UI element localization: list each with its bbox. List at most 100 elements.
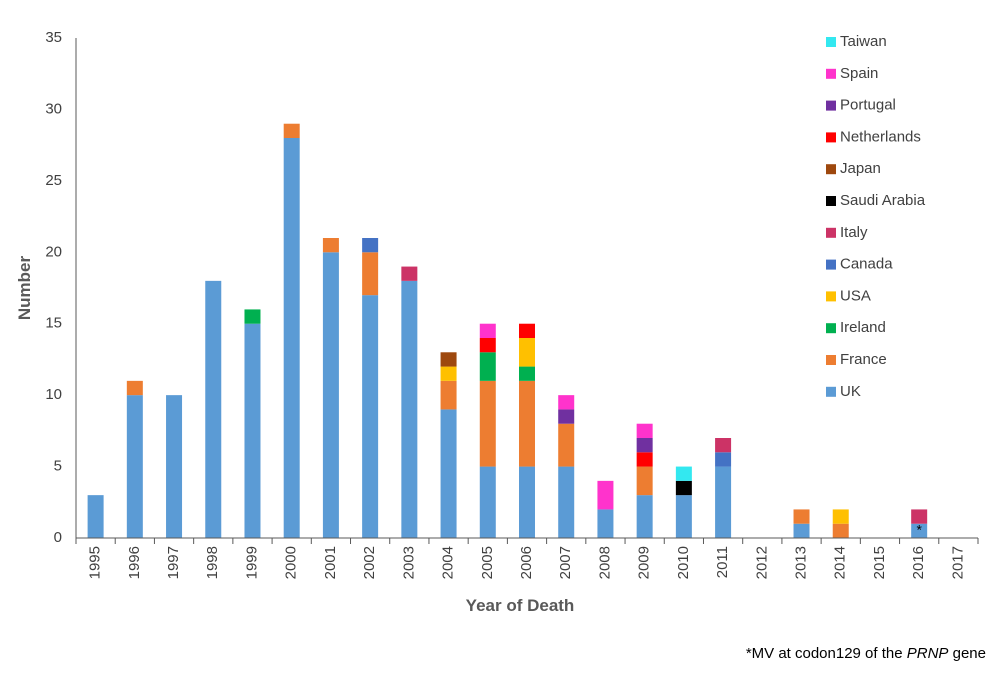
legend-label: Italy xyxy=(840,224,868,241)
bar-uk-2010 xyxy=(675,495,692,538)
x-tick-label-2005: 2005 xyxy=(479,546,496,579)
bar-spain-2009 xyxy=(636,423,653,438)
x-tick-labels: 1995 1996 1997 1998 1999 2000 2001 2002 2003 2004… xyxy=(87,546,967,579)
bar-spain-2008 xyxy=(597,480,614,510)
y-axis-title: Number xyxy=(15,256,34,321)
y-tick-labels: 0 5 10 15 20 25 30 35 xyxy=(45,29,62,546)
bar-uk-2001 xyxy=(322,252,339,539)
x-tick-label-1996: 1996 xyxy=(126,546,143,579)
legend-swatch xyxy=(826,259,836,270)
bar-ireland-1999 xyxy=(244,309,261,324)
bar-uk-2016 xyxy=(911,523,928,538)
legend-item-usa: USA xyxy=(826,287,871,304)
y-tick-label-30: 30 xyxy=(45,100,62,117)
legend-label: Portugal xyxy=(840,97,896,114)
legend-label: UK xyxy=(840,383,861,400)
bar-uk-2011 xyxy=(715,466,732,538)
x-tick-label-2004: 2004 xyxy=(440,546,457,579)
bars-group xyxy=(87,123,928,539)
x-tick-label-2008: 2008 xyxy=(596,546,613,579)
legend-label: Taiwan xyxy=(840,33,887,50)
bar-portugal-2007 xyxy=(558,409,575,424)
bar-uk-2007 xyxy=(558,466,575,538)
x-tick-label-2015: 2015 xyxy=(871,546,888,579)
footnote-suffix: gene xyxy=(948,645,986,662)
bar-france-2006 xyxy=(519,380,535,467)
bar-saudi-arabia-2010 xyxy=(675,480,692,496)
bar-france-2002 xyxy=(362,252,379,296)
bar-france-1996 xyxy=(126,380,143,396)
y-tick-label-25: 25 xyxy=(45,172,62,189)
bar-uk-2002 xyxy=(362,295,379,538)
legend-swatch xyxy=(826,37,836,47)
legend-swatch xyxy=(826,386,836,397)
legend-swatch xyxy=(826,164,836,175)
legend-swatch xyxy=(826,291,836,302)
x-tick-label-1998: 1998 xyxy=(204,546,221,579)
bar-uk-1996 xyxy=(126,395,143,538)
bar-usa-2004 xyxy=(440,366,457,381)
x-tick-label-2006: 2006 xyxy=(518,546,535,579)
x-tick-label-2000: 2000 xyxy=(283,546,300,579)
bar-france-2005 xyxy=(479,380,496,467)
y-tick-label-5: 5 xyxy=(54,458,62,475)
legend-label: France xyxy=(840,351,887,368)
bar-ireland-2006 xyxy=(519,366,535,381)
bar-italy-2011 xyxy=(715,438,732,453)
annotation-asterisk: * xyxy=(916,522,922,538)
bar-italy-2016 xyxy=(911,509,928,524)
bar-france-2007 xyxy=(558,423,575,467)
bar-italy-2003 xyxy=(401,266,418,281)
bar-netherlands-2005 xyxy=(479,338,496,353)
bar-netherlands-2006 xyxy=(519,323,535,338)
legend: Taiwan Spain Portugal Netherlands Japan Saudi… xyxy=(826,33,926,400)
legend-item-japan: Japan xyxy=(826,160,881,177)
x-tick-label-2007: 2007 xyxy=(557,546,574,579)
x-tick-label-2016: 2016 xyxy=(910,546,927,579)
y-tick-label-15: 15 xyxy=(45,315,62,332)
legend-item-spain: Spain xyxy=(826,65,878,82)
legend-label: Saudi Arabia xyxy=(840,192,926,209)
legend-item-saudi-arabia: Saudi Arabia xyxy=(826,192,926,209)
legend-swatch xyxy=(826,355,836,365)
x-tick-label-2014: 2014 xyxy=(832,546,849,579)
legend-item-france: France xyxy=(826,351,887,368)
bar-uk-2006 xyxy=(519,466,535,538)
annotations-group: * xyxy=(916,522,922,538)
legend-swatch xyxy=(826,196,836,206)
y-tick-label-20: 20 xyxy=(45,243,62,260)
bar-japan-2004 xyxy=(440,352,457,367)
legend-item-ireland: Ireland xyxy=(826,319,886,336)
legend-swatch xyxy=(826,68,836,79)
legend-item-taiwan: Taiwan xyxy=(826,33,887,50)
axes-group xyxy=(75,38,979,544)
x-tick-label-1999: 1999 xyxy=(243,546,260,579)
y-tick-label-10: 10 xyxy=(45,386,62,403)
y-tick-label-0: 0 xyxy=(54,529,62,546)
footnote-prefix: *MV at codon129 of the xyxy=(745,645,907,662)
bar-netherlands-2009 xyxy=(636,452,653,467)
x-tick-label-2003: 2003 xyxy=(400,546,417,579)
x-tick-label-2001: 2001 xyxy=(322,546,339,579)
x-tick-label-2002: 2002 xyxy=(361,546,378,579)
legend-label: Canada xyxy=(840,256,893,273)
legend-label: Japan xyxy=(840,160,881,177)
bar-uk-1997 xyxy=(166,395,183,538)
legend-item-italy: Italy xyxy=(826,224,868,241)
x-tick-label-2010: 2010 xyxy=(675,546,692,579)
bar-uk-2000 xyxy=(283,138,300,538)
x-tick-label-2011: 2011 xyxy=(714,546,731,578)
bar-uk-1998 xyxy=(205,280,222,538)
bar-canada-2011 xyxy=(715,452,732,467)
bar-france-2013 xyxy=(793,509,810,524)
legend-label: Netherlands xyxy=(840,128,921,145)
bar-taiwan-2010 xyxy=(675,466,692,481)
bar-uk-2004 xyxy=(440,409,457,538)
bar-uk-2003 xyxy=(401,280,418,538)
footnote-gene: PRNP xyxy=(906,645,949,662)
legend-label: Ireland xyxy=(840,319,886,336)
bar-france-2009 xyxy=(636,466,653,496)
legend-item-portugal: Portugal xyxy=(826,97,896,114)
bar-usa-2006 xyxy=(519,338,535,367)
